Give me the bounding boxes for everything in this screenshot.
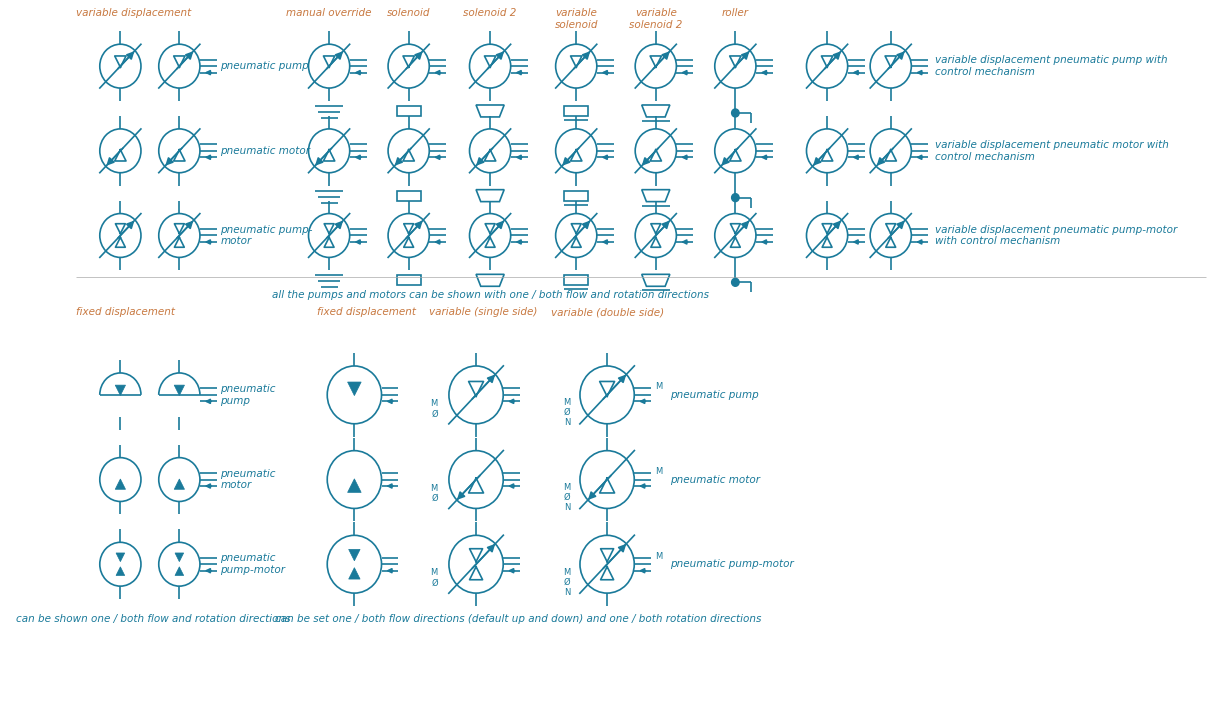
Text: Ø: Ø: [564, 493, 571, 502]
Text: M: M: [563, 483, 571, 492]
Polygon shape: [117, 567, 125, 576]
Text: variable displacement pneumatic pump-motor
with control mechanism: variable displacement pneumatic pump-mot…: [935, 225, 1177, 247]
Bar: [564, 106, 589, 116]
Text: N: N: [564, 588, 571, 597]
Text: solenoid: solenoid: [387, 9, 431, 18]
Text: Ø: Ø: [564, 578, 571, 587]
Text: can be shown one / both flow and rotation directions: can be shown one / both flow and rotatio…: [16, 614, 291, 624]
Text: fixed displacement: fixed displacement: [317, 307, 416, 318]
Polygon shape: [175, 553, 184, 562]
Text: M: M: [655, 467, 663, 476]
Circle shape: [731, 109, 739, 117]
Text: M: M: [563, 568, 571, 576]
Polygon shape: [348, 550, 360, 560]
Text: variable displacement pneumatic motor with
control mechanism: variable displacement pneumatic motor wi…: [935, 140, 1168, 162]
Polygon shape: [117, 553, 125, 562]
Text: manual override: manual override: [286, 9, 372, 18]
Circle shape: [731, 278, 739, 286]
Text: can be set one / both flow directions (default up and down) and one / both rotat: can be set one / both flow directions (d…: [275, 614, 762, 624]
Polygon shape: [174, 385, 184, 395]
Text: pneumatic
pump-motor: pneumatic pump-motor: [221, 553, 286, 575]
Text: variable (single side): variable (single side): [429, 307, 537, 318]
Bar: [396, 191, 421, 201]
Text: fixed displacement: fixed displacement: [76, 307, 175, 318]
Polygon shape: [115, 385, 125, 395]
Text: pneumatic motor: pneumatic motor: [670, 475, 760, 484]
Text: M: M: [655, 382, 663, 392]
Text: variable displacement pneumatic pump with
control mechanism: variable displacement pneumatic pump wit…: [935, 55, 1167, 77]
Text: roller: roller: [721, 9, 748, 18]
Text: M
Ø: M Ø: [431, 484, 438, 503]
Polygon shape: [175, 567, 184, 576]
Text: pneumatic
motor: pneumatic motor: [221, 469, 276, 490]
Text: variable (double side): variable (double side): [551, 307, 664, 318]
Polygon shape: [348, 568, 360, 579]
Circle shape: [731, 194, 739, 202]
Text: Ø: Ø: [564, 408, 571, 418]
Polygon shape: [115, 479, 125, 489]
Text: pneumatic motor: pneumatic motor: [221, 146, 310, 156]
Text: variable
solenoid 2: variable solenoid 2: [629, 9, 682, 30]
Text: solenoid 2: solenoid 2: [464, 9, 517, 18]
Text: pneumatic pump-
motor: pneumatic pump- motor: [221, 225, 313, 247]
Text: pneumatic pump-motor: pneumatic pump-motor: [670, 559, 794, 569]
Text: variable
solenoid: variable solenoid: [555, 9, 598, 30]
Bar: [564, 191, 589, 201]
Text: variable displacement: variable displacement: [76, 9, 191, 18]
Text: M
Ø: M Ø: [431, 399, 438, 418]
Text: pneumatic pump: pneumatic pump: [221, 61, 309, 71]
Text: M
Ø: M Ø: [431, 568, 438, 588]
Bar: [396, 106, 421, 116]
Bar: [396, 276, 421, 286]
Text: M: M: [563, 398, 571, 407]
Bar: [564, 276, 589, 286]
Polygon shape: [347, 382, 361, 396]
Text: M: M: [655, 552, 663, 560]
Polygon shape: [347, 478, 361, 492]
Text: N: N: [564, 418, 571, 427]
Text: N: N: [564, 503, 571, 512]
Text: pneumatic pump: pneumatic pump: [670, 390, 758, 400]
Text: pneumatic
pump: pneumatic pump: [221, 384, 276, 406]
Text: all the pumps and motors can be shown with one / both flow and rotation directio: all the pumps and motors can be shown wi…: [271, 290, 709, 300]
Polygon shape: [174, 479, 184, 489]
